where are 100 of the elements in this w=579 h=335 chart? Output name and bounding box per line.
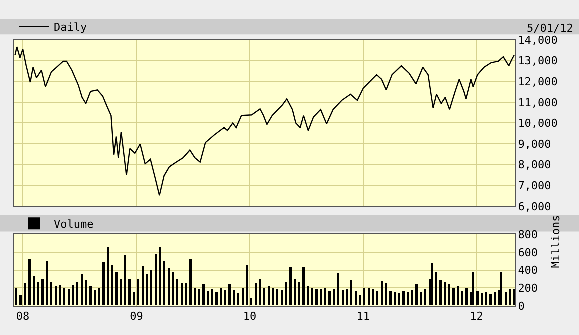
x-tick-label: 11 [356, 310, 370, 324]
bar [315, 290, 318, 306]
y-tick-label: 400 [518, 264, 538, 278]
bar [259, 280, 261, 306]
bar [159, 248, 161, 306]
bar [385, 284, 387, 306]
bar [472, 272, 474, 306]
y-tick-label: 14,000 [518, 34, 558, 47]
x-tick-label: 10 [243, 310, 257, 324]
bar [435, 272, 437, 306]
text: 5/01/12 [527, 22, 574, 35]
bar [172, 272, 174, 306]
bar [346, 290, 348, 306]
bar [448, 284, 450, 306]
bar [24, 284, 26, 306]
bar [76, 282, 78, 306]
bar [55, 286, 57, 306]
bar [355, 292, 357, 306]
bar [237, 294, 239, 306]
y-axis-title: Millions [550, 215, 563, 268]
bar [246, 266, 248, 306]
line-series [14, 46, 515, 196]
bar [272, 288, 274, 306]
bar [63, 288, 65, 306]
x-tick-label: 12 [470, 310, 484, 324]
bar [372, 290, 374, 306]
bar [342, 290, 344, 306]
bar [494, 292, 496, 306]
x-tick-label: 09 [130, 310, 144, 324]
bar [111, 266, 113, 306]
bar [33, 276, 35, 306]
bar [211, 290, 213, 306]
bar [207, 292, 209, 306]
y-tick-label: 13,000 [518, 54, 558, 68]
bar [439, 280, 442, 306]
bar [461, 292, 463, 306]
bar [37, 282, 39, 306]
bar [363, 288, 365, 306]
bar [350, 280, 352, 306]
bar [28, 260, 31, 306]
bar [115, 272, 118, 306]
bar [289, 268, 292, 306]
bar [328, 292, 331, 306]
y-tick-label: 600 [518, 246, 538, 260]
bar [294, 280, 296, 306]
bar [402, 292, 405, 306]
bar [19, 296, 22, 306]
y-tick-label: 7,000 [518, 180, 552, 193]
bar [94, 290, 96, 306]
bar [476, 292, 479, 306]
y-tick-label: 9,000 [518, 138, 552, 151]
bar [189, 260, 192, 306]
bar [307, 286, 309, 306]
bar [359, 296, 361, 306]
bar [302, 268, 305, 306]
bar [394, 292, 396, 306]
bar [324, 288, 326, 306]
bar [124, 256, 126, 306]
bar [102, 262, 105, 306]
bar [168, 268, 170, 306]
bar [81, 274, 83, 306]
y-tick-label: 800 [518, 228, 538, 242]
bar [285, 282, 287, 306]
bar [50, 282, 52, 306]
bar [198, 290, 200, 306]
bar [68, 290, 70, 306]
bar [220, 288, 222, 306]
bar [233, 290, 235, 306]
bar [411, 290, 413, 306]
bar [150, 270, 152, 306]
bar [500, 272, 502, 306]
legend-label: Volume [54, 218, 94, 231]
bar [41, 280, 44, 306]
bar [107, 248, 109, 306]
bar [320, 290, 322, 306]
y-tick-label: 0 [518, 300, 525, 313]
bar [85, 280, 87, 306]
bar [142, 266, 144, 306]
bar [431, 264, 433, 306]
bar [368, 288, 370, 306]
bar [452, 288, 455, 306]
bar [228, 284, 231, 306]
bar [163, 262, 165, 306]
bar [415, 284, 418, 306]
bar [465, 288, 468, 306]
bar [194, 288, 196, 306]
bar [224, 290, 226, 306]
bar [505, 292, 507, 306]
y-tick-label: 6,000 [518, 200, 552, 214]
bar [481, 294, 483, 306]
bar [513, 290, 515, 306]
y-tick-label: 8,000 [518, 158, 552, 172]
bar [137, 280, 139, 306]
bar [215, 292, 218, 306]
bar [98, 288, 100, 306]
y-tick-label: 200 [518, 282, 538, 295]
bar [337, 274, 339, 306]
bar [72, 286, 74, 306]
legend-label: Daily [54, 21, 88, 34]
bar [155, 254, 157, 306]
